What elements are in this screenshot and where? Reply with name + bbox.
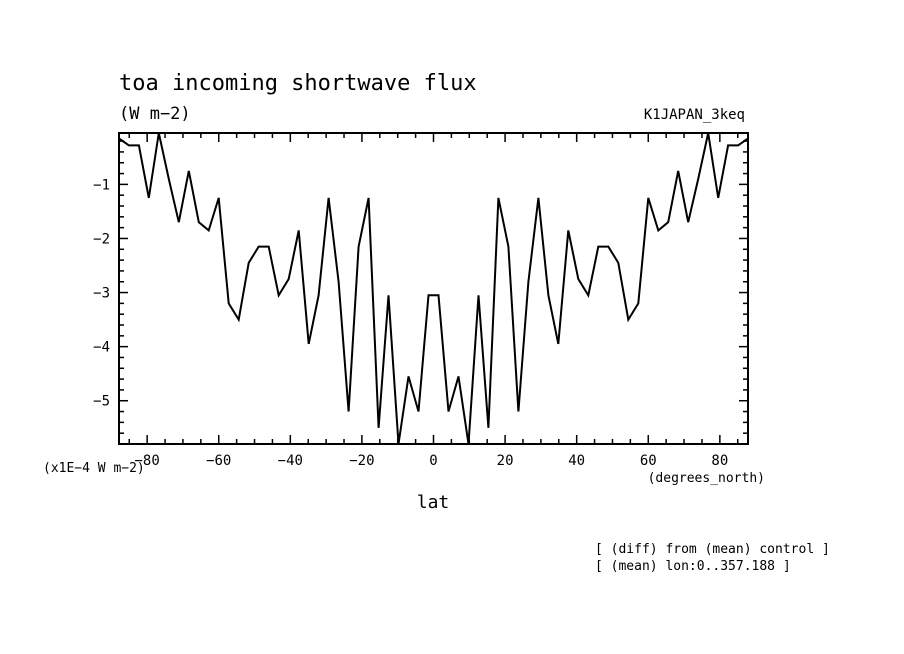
x-tick-label: 0: [429, 453, 437, 469]
x-tick-label: −60: [206, 453, 231, 469]
note-diff: [ (diff) from (mean) control ]: [595, 542, 830, 557]
y-tick-label: −1: [93, 177, 110, 193]
y-tick-label: −3: [93, 286, 110, 302]
x-tick-label: 60: [640, 453, 657, 469]
y-tick-label: −5: [93, 394, 110, 410]
x-tick-label: 80: [711, 453, 728, 469]
x-axis-label: lat: [417, 492, 450, 513]
series-line: [118, 132, 749, 445]
x-tick-labels: −80 −60 −40 −20 0 20 40 60 80: [134, 453, 728, 469]
axis-ticks: [119, 133, 748, 444]
y-axis-label: (x1E−4 W m−2): [43, 461, 145, 476]
y-tick-label: −2: [93, 231, 110, 247]
x-tick-label: 40: [568, 453, 585, 469]
x-axis-units: (degrees_north): [648, 471, 765, 486]
x-tick-label: −40: [278, 453, 303, 469]
x-tick-label: −20: [349, 453, 374, 469]
note-mean: [ (mean) lon:0..357.188 ]: [595, 559, 791, 574]
chart-title: toa incoming shortwave flux: [119, 71, 477, 96]
y-tick-labels: −1 −2 −3 −4 −5: [93, 177, 110, 409]
experiment-label: K1JAPAN_3keq: [644, 107, 745, 123]
y-tick-label: −4: [93, 340, 110, 356]
x-tick-label: 20: [497, 453, 514, 469]
chart-units: (W m−2): [119, 104, 191, 124]
x-tick-label: −80: [134, 453, 159, 469]
plot-frame: [118, 132, 749, 445]
